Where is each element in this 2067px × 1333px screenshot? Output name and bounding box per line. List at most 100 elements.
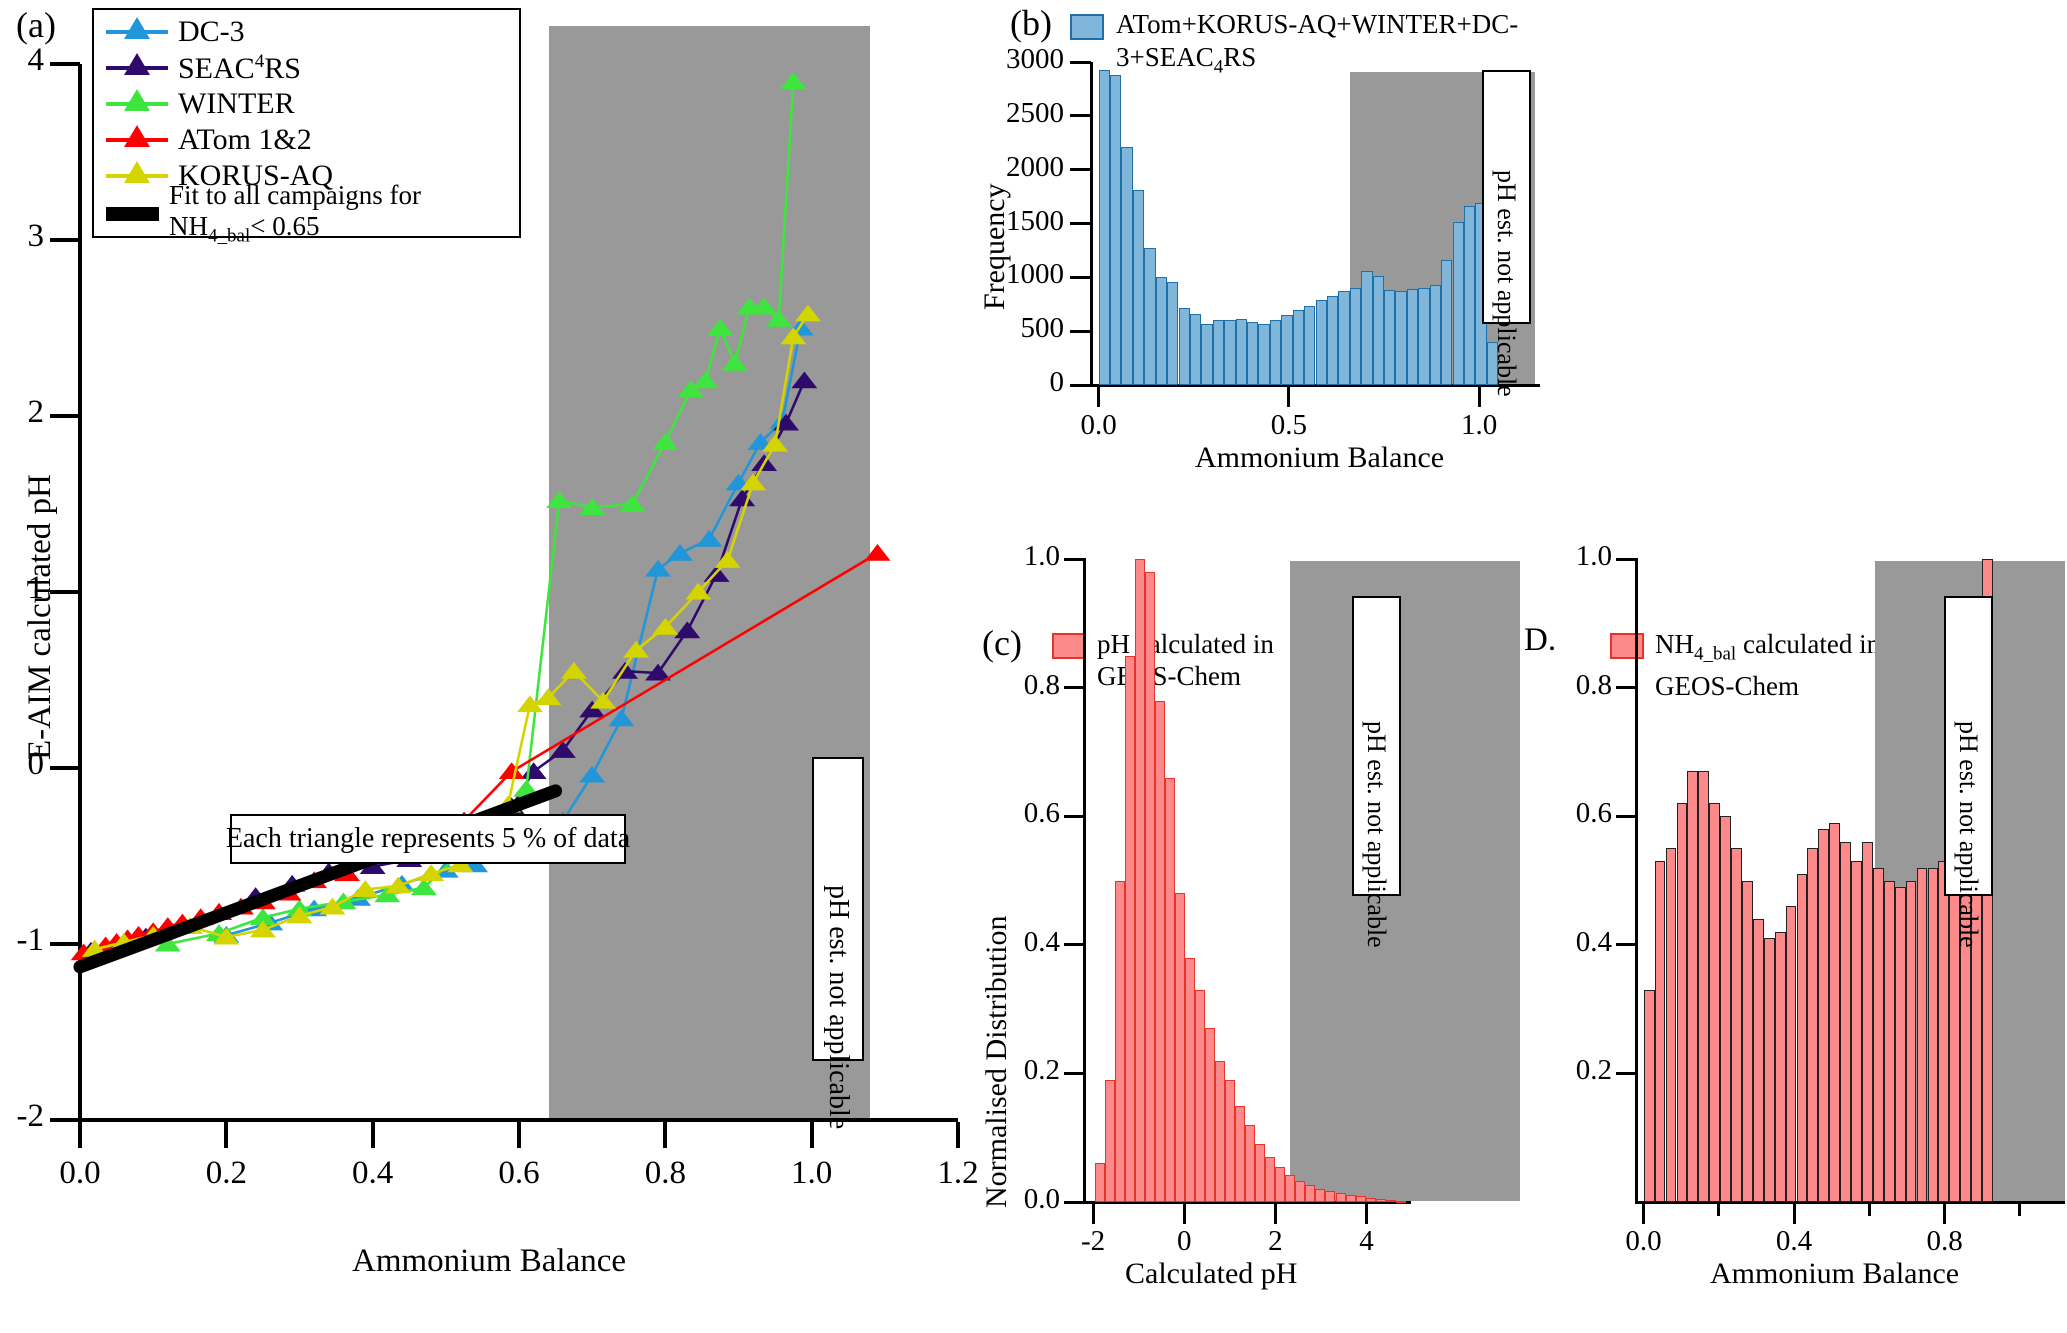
panel-d-bar [1796,874,1808,1202]
panel-b-legend-sub: 4 [1213,56,1224,78]
panel-c-bar [1335,1193,1346,1202]
panel-a-legend-line [106,17,168,39]
panel-d-x-tick [1642,1204,1646,1224]
panel-a-legend-label: DC-3 [178,15,245,49]
panel-d-x-minor-tick [1867,1204,1871,1216]
panel-b-y-tick-label: 1500 [1006,204,1064,237]
panel-a-legend-label: SEAC4RS [178,51,301,86]
panel-a-marker [652,617,679,635]
panel-d-bar [1862,841,1873,1202]
panel-a-marker [740,473,767,491]
panel-a-marker [590,691,617,709]
panel-c-y-tick [1064,686,1084,690]
panel-d-x-minor-tick [1717,1204,1721,1216]
panel-a-legend-text: WINTER [178,87,295,120]
panel-a-shade-note-box: pH est. not applicable [812,757,864,1130]
panel-b-bar [1269,320,1282,385]
panel-c-y-tick-label: 1.0 [1023,540,1060,572]
panel-a-marker [410,878,437,896]
panel-c-x-tick [1091,1204,1095,1224]
panel-a-legend-tail: RS [264,51,301,85]
panel-b-bar [1247,321,1259,385]
panel-b-bar [1178,307,1190,385]
panel-c-bar [1135,559,1145,1202]
panel-c-x-axis [1083,1201,1411,1204]
panel-a-x-tick [809,1122,814,1148]
panel-a-x-tick [78,1122,82,1148]
panel-a-legend-row: SEAC4RS [94,50,519,86]
panel-d-y-tick [1616,1071,1636,1075]
panel-a-marker [516,695,543,713]
panel-d-bar [1643,989,1655,1202]
panel-c-bar [1345,1194,1356,1202]
panel-a-legend-text: DC-3 [178,15,245,48]
panel-c-bar [1105,1079,1115,1202]
panel-a-x-tick-label: 1.0 [791,1155,833,1191]
panel-d-shade-note: pH est. not applicable [1954,721,1983,948]
panel-c-shaded-region [1290,561,1520,1201]
panel-d-legend-label: NH [1655,629,1694,659]
panel-a-x-tick-label: 0.8 [644,1155,686,1191]
panel-a-x-tick-label: 0.2 [205,1155,247,1191]
panel-d-x-tick-label: 0.0 [1625,1225,1662,1257]
panel-a-y-tick-label: 2 [27,394,45,430]
panel-d-x-tick-label: 0.4 [1775,1225,1813,1257]
panel-d-y-tick-label: 0.4 [1575,925,1612,958]
panel-a-x-tick [370,1122,375,1148]
panel-b-bar [1110,74,1122,385]
panel-d-legend-sub: 4_bal [1694,643,1737,665]
panel-a-y-tick-label: 4 [27,42,45,78]
panel-a-x-tick [517,1122,521,1148]
panel-d-bar [1665,848,1677,1202]
panel-c-y-tick [1064,557,1084,561]
panel-c-legend-swatch [1052,633,1086,659]
panel-b-y-tick [1070,222,1091,225]
panel-a-marker [864,543,891,561]
panel-a-marker [692,371,719,389]
panel-a-legend-row: DC-3 [94,14,519,50]
panel-b-bar [1144,248,1156,385]
panel-d-bar [1709,803,1721,1202]
panel-a-y-tick [50,238,80,242]
panel-b-bar [1441,260,1453,385]
panel-c-bar [1265,1157,1276,1202]
panel-d-x-tick [1792,1204,1796,1224]
panel-a-x-tick [224,1122,229,1148]
panel-d-x-minor-tick [2018,1204,2022,1216]
panel-b-y-tick-label: 2000 [1006,150,1064,183]
panel-a-legend-label: ATom 1&2 [178,123,312,157]
panel-a-legend-label: Fit to all campaigns for NH4_bal< 0.65 [169,180,519,247]
panel-c-x-tick-label: -2 [1081,1225,1106,1257]
panel-b-bar [1372,276,1384,385]
panel-b-label: (b) [1010,3,1052,43]
panel-a-marker [652,433,679,450]
panel-a-legend-marker [124,89,150,111]
panel-a-legend: DC-3 SEAC4RS WINTER ATom 1&2 KORUS-AQ Fit to … [92,8,521,247]
panel-a-y-tick-label: 3 [27,218,45,254]
panel-d-x-axis-title: Ammonium Balance [1710,1257,1960,1290]
panel-d-bar [1872,867,1884,1202]
panel-b-bar [1326,295,1339,385]
panel-b-bar [1384,290,1396,385]
panel-a-legend-text: ATom 1&2 [178,123,312,156]
panel-d-y-axis [1635,558,1638,1204]
panel-c-x-tick [1364,1204,1368,1224]
panel-a-x-tick-label: 0.4 [352,1155,394,1191]
panel-a-shade-note: pH est. not applicable [823,885,854,1130]
panel-a-marker [645,559,672,577]
panel-b-bar [1258,323,1270,385]
panel-c-bar [1315,1188,1326,1202]
panel-a-legend-row: ATom 1&2 [94,122,519,158]
panel-a-marker [608,709,635,727]
panel-a-legend-marker [124,17,150,39]
panel-a-marker [535,688,562,706]
panel-a-y-tick-label: -1 [16,922,45,958]
panel-d-bar [1785,906,1797,1202]
panel-a-y-tick-label: -2 [16,1098,45,1134]
panel-a-marker [795,304,822,322]
panel-a-legend-row: KORUS-AQ [94,158,519,194]
panel-a-marker [579,765,606,783]
panel-c-y-tick-label: 0.0 [1023,1183,1060,1215]
panel-a-marker [765,309,792,327]
panel-c-bar [1225,1079,1236,1202]
